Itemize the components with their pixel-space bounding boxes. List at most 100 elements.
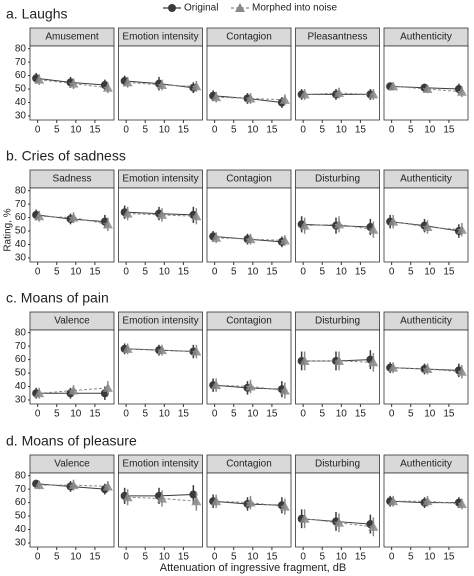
point [122,343,133,353]
facet-title: Contagion [226,459,272,470]
point [245,497,256,507]
x-tick-label: 5 [142,409,148,420]
series-line [127,81,197,87]
x-tick-label: 15 [355,125,367,136]
series-line [304,360,374,363]
x-tick-label: 15 [89,552,101,563]
legend-label: Morphed into noise [252,3,337,14]
x-tick-label: 5 [142,552,148,563]
point [279,501,290,511]
x-tick-label: 15 [443,267,455,278]
point [422,496,433,506]
x-tick-label: 5 [319,125,325,136]
x-tick-label: 15 [355,267,367,278]
series-line [39,215,108,225]
series-line [393,85,462,93]
point [122,492,133,502]
series-line [393,500,462,505]
point [157,493,167,503]
point [191,346,202,356]
facet-title: Disturbing [315,316,360,327]
x-tick-label: 5 [319,552,325,563]
x-tick-label: 5 [54,267,60,278]
y-tick-label: 40 [15,239,27,250]
point [122,208,133,218]
x-tick-label: 5 [54,409,60,420]
y-tick-label: 50 [15,368,27,379]
x-tick-label: 10 [70,267,82,278]
y-tick-label: 50 [15,511,27,522]
x-tick-label: 0 [123,125,129,136]
x-tick-label: 0 [389,409,395,420]
x-tick-label: 10 [424,409,436,420]
series-line [304,518,374,528]
point [279,385,290,395]
point [102,481,113,491]
point [368,521,379,531]
y-tick-label: 70 [15,341,27,352]
y-axis-label: Rating, % [3,208,14,251]
point [388,496,399,506]
facet-title: Authenticity [400,174,452,185]
x-tick-label: 10 [247,409,259,420]
series-line [216,96,285,101]
x-tick-label: 0 [300,552,306,563]
series-line [127,213,197,217]
y-tick-label: 70 [15,199,27,210]
point [368,357,379,367]
facet-title: Sadness [53,174,92,185]
point [211,380,222,390]
x-tick-label: 15 [89,125,101,136]
x-tick-label: 0 [389,125,395,136]
x-tick-label: 15 [266,409,278,420]
x-tick-label: 0 [300,125,306,136]
x-tick-label: 10 [424,552,436,563]
point [299,220,310,230]
x-tick-label: 5 [231,267,237,278]
x-tick-label: 10 [424,125,436,136]
y-tick-label: 30 [15,111,27,122]
point [191,211,202,221]
point [211,496,222,506]
point [422,364,433,374]
x-tick-label: 5 [319,267,325,278]
facet-title: Authenticity [400,32,452,43]
series-line [304,92,374,95]
point [191,496,202,506]
x-tick-label: 15 [266,552,278,563]
panel [295,472,380,548]
panel [118,472,203,548]
x-tick-label: 15 [266,125,278,136]
facet-title: Contagion [226,32,272,43]
facet-title: Disturbing [315,459,360,470]
point [279,235,290,245]
y-tick-label: 50 [15,84,27,95]
point [34,388,45,398]
point [368,224,379,234]
x-tick-label: 15 [89,409,101,420]
x-tick-label: 0 [389,267,395,278]
x-tick-label: 10 [159,125,171,136]
point [68,385,79,395]
facet-title: Contagion [226,174,272,185]
point [334,219,344,229]
panel [383,45,469,121]
x-tick-label: 10 [159,409,171,420]
point [456,498,467,508]
row-title: b. Cries of sadness [6,148,126,164]
point [157,345,167,355]
panel [206,329,292,405]
facet-title: Disturbing [315,174,360,185]
panel [206,187,292,263]
point [388,216,399,226]
row-title: c. Moans of pain [6,290,109,306]
point [422,84,433,94]
point [102,219,113,229]
panel [118,187,203,263]
facet-title: Emotion intensity [122,32,198,43]
point [456,86,467,96]
point [299,89,310,99]
point [299,355,310,365]
facet-title: Valence [54,459,90,470]
